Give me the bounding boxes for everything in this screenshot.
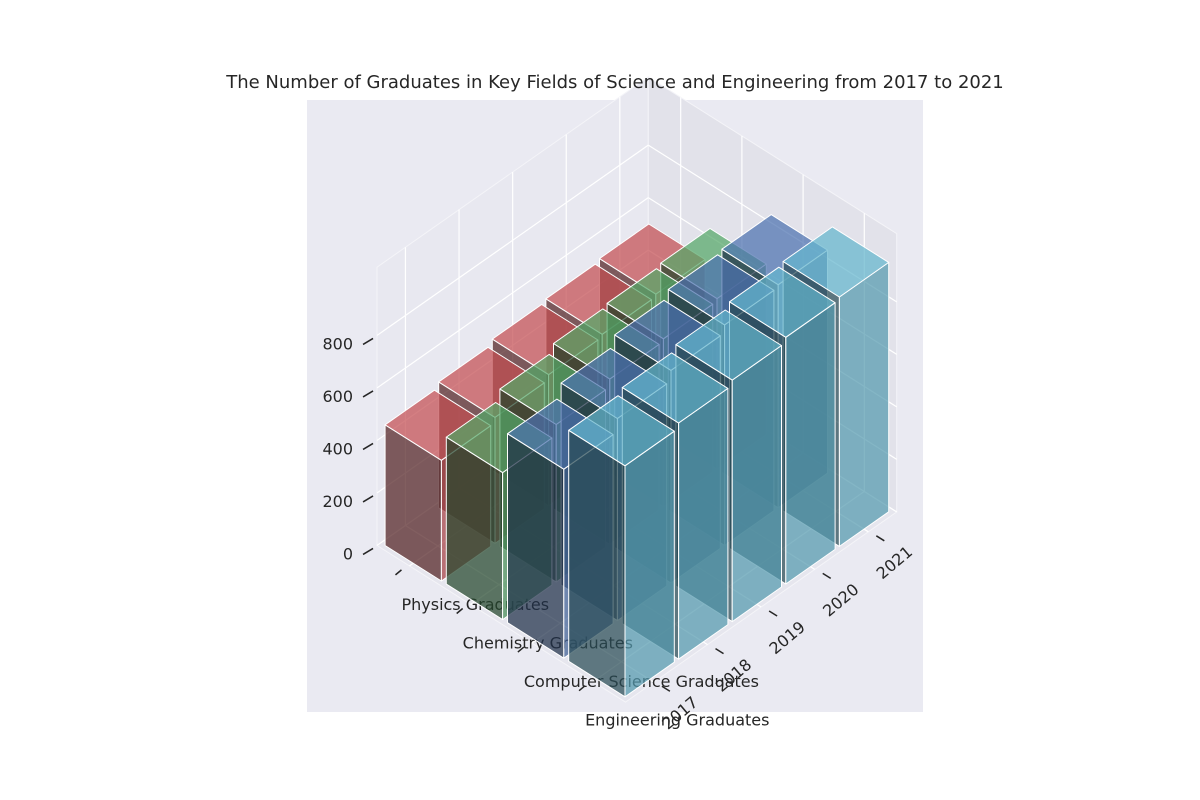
bars [384, 214, 890, 698]
z-tick [362, 390, 374, 398]
bar-face-right [838, 261, 890, 547]
y-tick [394, 569, 402, 576]
x-tick [875, 535, 885, 542]
bar-face-left [568, 429, 626, 698]
y-tick-label: Engineering Graduates [585, 711, 769, 730]
bar-face-top [621, 352, 729, 424]
z-tick [362, 442, 374, 451]
x-tick [822, 572, 832, 580]
z-tick [362, 495, 374, 503]
bar [568, 395, 675, 698]
bar-face-right [731, 345, 782, 623]
y-tick [456, 607, 464, 615]
y-tick [517, 646, 525, 653]
bar-face-top [782, 226, 890, 298]
bar-face-top [729, 266, 836, 338]
z-tick-label: 200 [322, 492, 353, 511]
chart-title: The Number of Graduates in Key Fields of… [225, 72, 1004, 93]
z-tick [362, 547, 374, 556]
z-tick-label: 0 [343, 544, 353, 563]
bar-face-right [624, 430, 675, 698]
bar-face-top [675, 309, 782, 381]
y-tick [578, 685, 586, 692]
bar-face-top [568, 395, 675, 467]
bar-face-left [507, 433, 565, 659]
z-tick-label: 600 [322, 387, 353, 406]
x-tick [715, 647, 724, 655]
bar-face-right [785, 302, 836, 585]
bar-face-right [678, 387, 729, 660]
x-tick [661, 685, 671, 692]
z-tick-label: 800 [322, 334, 353, 353]
z-tick-label: 400 [322, 439, 353, 458]
x-tick [768, 610, 778, 617]
z-tick [362, 337, 374, 346]
